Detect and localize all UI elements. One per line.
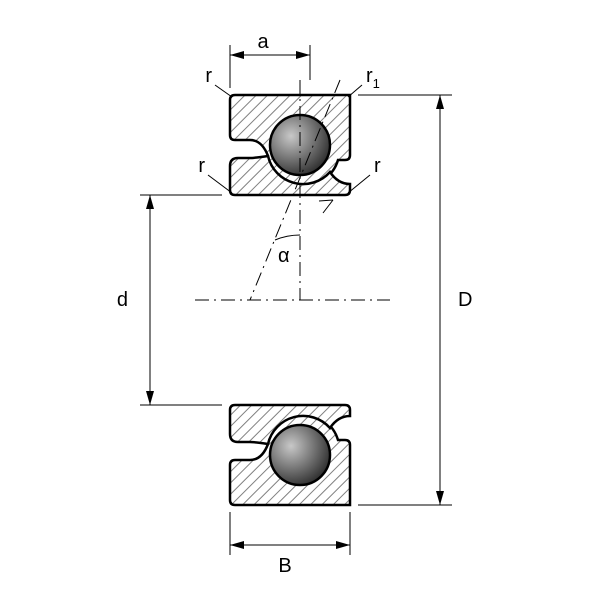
label-a: a bbox=[257, 31, 269, 53]
label-B: B bbox=[278, 555, 291, 577]
label-D: D bbox=[458, 289, 472, 311]
svg-text:r1: r1 bbox=[366, 65, 380, 91]
label-r-ir: r bbox=[374, 155, 381, 177]
label-d: d bbox=[117, 289, 128, 311]
label-r-tl: r bbox=[205, 65, 212, 87]
label-r-il: r bbox=[198, 155, 205, 177]
label-r1: r1 bbox=[366, 65, 380, 91]
label-alpha: α bbox=[278, 245, 290, 267]
